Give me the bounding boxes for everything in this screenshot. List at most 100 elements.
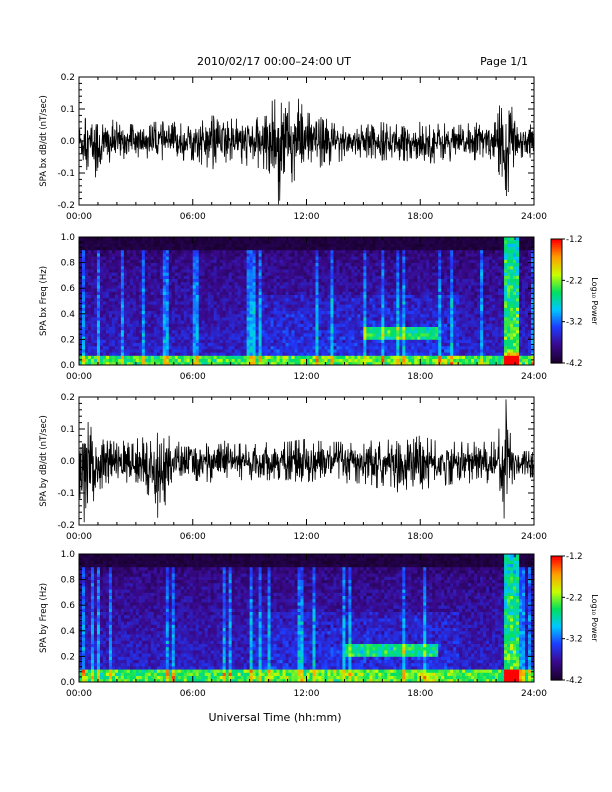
spectrogram-cell: [132, 269, 137, 273]
spectrogram-cell: [111, 355, 116, 359]
spectrogram-cell: [129, 342, 134, 347]
spectrogram-cell: [414, 272, 418, 276]
spectrogram-cell: [303, 240, 307, 244]
spectrogram-cell: [255, 336, 259, 340]
spectrogram-cell: [411, 256, 415, 260]
spectrogram-cell: [291, 358, 295, 363]
spectrogram-cell: [273, 358, 277, 363]
spectrogram-cell: [411, 281, 415, 286]
spectrogram-cell: [108, 269, 113, 273]
spectrogram-cell: [174, 326, 179, 331]
spectrogram-cell: [360, 336, 364, 340]
spectrogram-cell: [147, 237, 152, 241]
spectrogram-cell: [81, 355, 86, 359]
spectrogram-cell: [141, 307, 146, 311]
spectrogram-cell: [387, 249, 391, 254]
spectrogram-cell: [267, 301, 271, 305]
spectrogram-cell: [339, 313, 343, 318]
spectrogram-cell: [222, 285, 227, 289]
spectrogram-cell: [339, 291, 343, 295]
spectrogram-cell: [261, 272, 265, 276]
spectrogram-cell: [186, 243, 191, 247]
spectrogram-cell: [333, 265, 337, 270]
spectrogram-cell: [147, 304, 152, 308]
spectrogram-cell: [423, 246, 427, 251]
spectrogram-cell: [426, 333, 430, 337]
spectrogram-cell: [150, 259, 155, 263]
spectrogram-cell: [90, 278, 95, 283]
spectrogram-cell: [201, 262, 206, 267]
spectrogram-cell: [402, 278, 406, 283]
spectrogram-cell: [354, 269, 358, 273]
spectrogram-cell: [291, 336, 295, 340]
spectrogram-cell: [345, 342, 349, 347]
spectrogram-cell: [426, 294, 430, 299]
spectrogram-cell: [432, 317, 436, 321]
spectrogram-cell: [375, 333, 379, 337]
spectrogram-cell: [393, 361, 397, 366]
spectrogram-cell: [252, 262, 257, 267]
spectrogram-cell: [201, 259, 206, 263]
spectrogram-cell: [390, 336, 394, 340]
spectrogram-cell: [387, 278, 391, 283]
spectrogram-cell: [369, 317, 373, 321]
spectrogram-cell: [321, 352, 325, 356]
spectrogram-cell: [294, 307, 298, 311]
spectrogram-cell: [201, 323, 206, 327]
spectrogram-cell: [276, 285, 280, 289]
spectrogram-cell: [222, 278, 227, 283]
spectrogram-cell: [363, 323, 367, 327]
spectrogram-cell: [330, 345, 334, 350]
spectrogram-cell: [189, 288, 194, 292]
spectrogram-cell: [276, 243, 280, 247]
spectrogram-cell: [135, 310, 140, 315]
spectrogram-cell: [426, 265, 430, 270]
spectrogram-cell: [318, 304, 322, 308]
spectrogram-cell: [432, 240, 436, 244]
spectrogram-cell: [159, 291, 164, 295]
spectrogram-cell: [429, 355, 433, 359]
spectrogram-cell: [282, 253, 286, 257]
spectrogram-cell: [210, 317, 215, 321]
spectrogram-cell: [405, 329, 409, 334]
spectrogram-cell: [174, 358, 179, 363]
spectrogram-cell: [144, 265, 149, 270]
spectrogram-cell: [357, 310, 361, 315]
spectrogram-cell: [147, 355, 152, 359]
spectrogram-cell: [297, 265, 301, 270]
spectrogram-cell: [432, 304, 436, 308]
spectrogram-cell: [237, 253, 242, 257]
spectrogram-cell: [156, 240, 161, 244]
spectrogram-cell: [351, 272, 355, 276]
spectrogram-cell: [378, 265, 382, 270]
spectrogram-cell: [267, 285, 271, 289]
spectrogram-cell: [360, 272, 364, 276]
spectrogram-cell: [108, 345, 113, 350]
spectrogram-cell: [291, 349, 295, 353]
spectrogram-cell: [228, 310, 233, 315]
spectrogram-cell: [297, 294, 301, 299]
spectrogram-cell: [147, 320, 152, 324]
spectrogram-cell: [390, 272, 394, 276]
spectrogram-cell: [270, 304, 274, 308]
spectrogram-cell: [414, 265, 418, 270]
spectrogram-cell: [309, 326, 313, 331]
spectrogram-cell: [438, 301, 442, 305]
spectrogram-cell: [360, 326, 364, 331]
spectrogram-cell: [105, 253, 110, 257]
spectrogram-cell: [318, 339, 322, 343]
spectrogram-cell: [435, 310, 439, 315]
spectrogram-cell: [402, 294, 406, 299]
spectrogram-cell: [156, 320, 161, 324]
spectrogram-cell: [282, 243, 286, 247]
spectrogram-cell: [252, 333, 257, 337]
spectrogram-cell: [201, 320, 206, 324]
spectrogram-cell: [294, 355, 298, 359]
spectrogram-cell: [87, 297, 92, 302]
spectrogram-cell: [192, 339, 197, 343]
spectrogram-cell: [405, 317, 409, 321]
spectrogram-cell: [357, 249, 361, 254]
spectrogram-cell: [216, 262, 221, 267]
spectrogram-cell: [132, 253, 137, 257]
spectrogram-cell: [369, 339, 373, 343]
